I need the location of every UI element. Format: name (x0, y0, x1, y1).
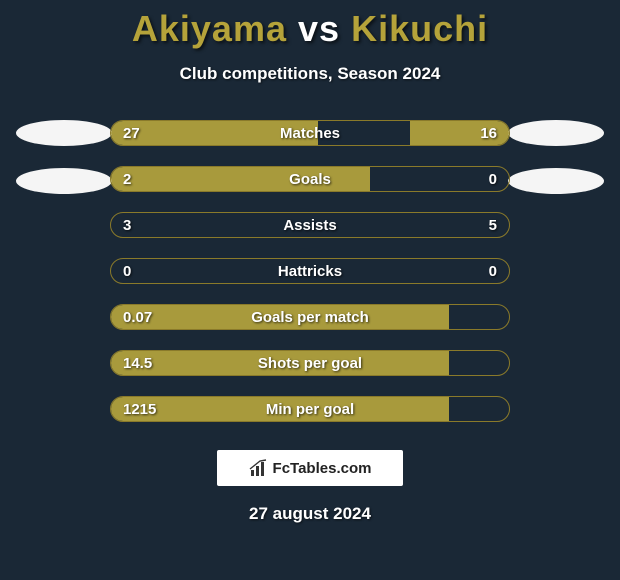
bar-fill-left (111, 351, 449, 375)
footer-date: 27 august 2024 (0, 504, 620, 524)
comparison-content: 27Matches162Goals03Assists50Hattricks00.… (0, 120, 620, 422)
title-player-b: Kikuchi (351, 8, 488, 49)
left-logo-column (16, 120, 112, 194)
page-title: Akiyama vs Kikuchi (0, 0, 620, 50)
brand-logo: FcTables.com (217, 450, 403, 486)
stat-label: Assists (111, 213, 509, 237)
stat-value-right: 5 (489, 213, 497, 237)
team-logo-placeholder (508, 168, 604, 194)
stat-bar: 27Matches16 (110, 120, 510, 146)
stat-bar: 3Assists5 (110, 212, 510, 238)
bar-fill-left (111, 121, 318, 145)
right-logo-column (508, 120, 604, 194)
stat-bar: 14.5Shots per goal (110, 350, 510, 376)
team-logo-placeholder (16, 120, 112, 146)
stat-bar: 0.07Goals per match (110, 304, 510, 330)
stat-value-left: 3 (123, 213, 131, 237)
stat-bar: 0Hattricks0 (110, 258, 510, 284)
title-player-a: Akiyama (132, 8, 287, 49)
title-vs: vs (298, 8, 340, 49)
team-logo-placeholder (16, 168, 112, 194)
subtitle: Club competitions, Season 2024 (0, 64, 620, 84)
stats-bars: 27Matches162Goals03Assists50Hattricks00.… (110, 120, 510, 422)
stat-value-left: 0 (123, 259, 131, 283)
stat-bar: 1215Min per goal (110, 396, 510, 422)
bar-fill-left (111, 397, 449, 421)
stat-value-right: 0 (489, 259, 497, 283)
stat-bar: 2Goals0 (110, 166, 510, 192)
chart-icon (249, 458, 269, 478)
stat-value-right: 0 (489, 167, 497, 191)
bar-fill-left (111, 167, 370, 191)
brand-text: FcTables.com (273, 460, 372, 477)
team-logo-placeholder (508, 120, 604, 146)
stat-label: Hattricks (111, 259, 509, 283)
bar-fill-right (410, 121, 510, 145)
bar-fill-left (111, 305, 449, 329)
